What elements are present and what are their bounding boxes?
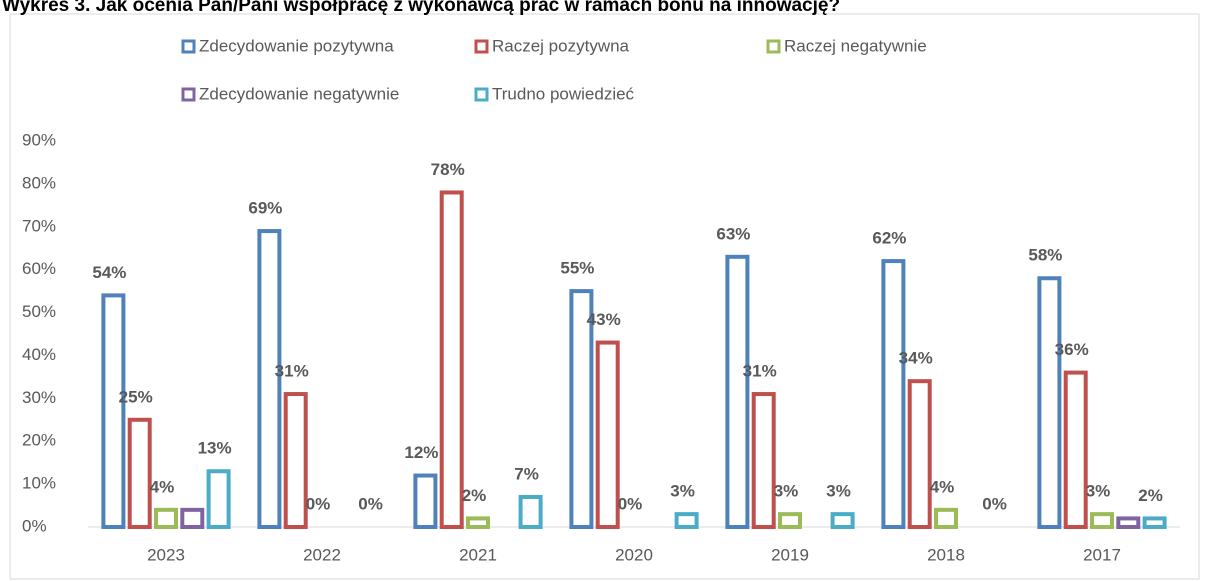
data-label: 0% — [618, 494, 643, 513]
y-tick-label: 80% — [22, 173, 56, 192]
legend-label: Trudno powiedzieć — [492, 84, 635, 103]
y-tick-label: 50% — [22, 302, 56, 321]
bar — [101, 293, 126, 529]
data-label: 78% — [431, 160, 465, 179]
bar — [257, 229, 282, 529]
data-label: 0% — [982, 494, 1007, 513]
bar — [830, 512, 855, 530]
x-tick-label: 2017 — [1083, 545, 1121, 564]
data-label: 0% — [306, 494, 331, 513]
x-tick-label: 2020 — [615, 545, 653, 564]
bar — [413, 473, 438, 529]
data-label: 4% — [930, 477, 955, 496]
data-label: 3% — [670, 482, 695, 501]
chart-title: Wykres 3. Jak ocenia Pan/Pani współpracę… — [2, 0, 840, 16]
y-tick-label: 60% — [22, 259, 56, 278]
y-tick-label: 70% — [22, 216, 56, 235]
bar — [881, 259, 906, 529]
legend-label: Raczej pozytywna — [492, 36, 630, 55]
data-label: 34% — [899, 349, 933, 368]
data-label: 58% — [1028, 246, 1062, 265]
bar — [934, 507, 958, 530]
data-label: 55% — [560, 259, 594, 278]
bar — [283, 392, 308, 529]
bar — [1142, 516, 1167, 530]
bar — [595, 340, 620, 530]
data-label: 4% — [150, 477, 175, 496]
bar — [206, 469, 231, 529]
data-label: 2% — [462, 486, 487, 505]
data-label: 2% — [1138, 486, 1163, 505]
bar — [569, 289, 594, 529]
data-label: 13% — [198, 439, 232, 458]
x-tick-label: 2022 — [303, 545, 341, 564]
data-label: 12% — [404, 443, 438, 462]
bar — [439, 190, 464, 529]
bar — [154, 507, 178, 530]
legend-swatch — [474, 39, 489, 54]
data-label: 31% — [275, 362, 309, 381]
data-label: 69% — [248, 199, 282, 218]
legend-label: Zdecydowanie negatywnie — [199, 84, 399, 103]
bar — [1090, 512, 1114, 530]
x-tick-label: 2023 — [147, 545, 185, 564]
data-label: 25% — [119, 387, 153, 406]
data-label: 62% — [872, 229, 906, 248]
bar — [778, 512, 802, 530]
legend-label: Zdecydowanie pozytywna — [199, 36, 394, 55]
data-label: 3% — [1086, 482, 1111, 501]
y-tick-label: 0% — [22, 516, 47, 535]
x-tick-label: 2021 — [459, 545, 497, 564]
bar — [1063, 370, 1088, 529]
data-label: 7% — [514, 464, 539, 483]
x-tick-label: 2018 — [927, 545, 965, 564]
y-tick-label: 40% — [22, 345, 56, 364]
legend-swatch — [181, 39, 196, 54]
legend-label: Raczej negatywnie — [784, 36, 927, 55]
bar — [751, 392, 776, 529]
legend-swatch — [181, 87, 196, 102]
bar — [907, 379, 932, 529]
y-tick-label: 90% — [22, 130, 56, 149]
legend-swatch — [474, 87, 489, 102]
bar — [1116, 516, 1141, 530]
bar — [127, 417, 152, 529]
legend-swatch — [766, 39, 781, 54]
y-tick-label: 30% — [22, 388, 56, 407]
data-label: 3% — [774, 482, 799, 501]
data-label: 3% — [826, 482, 851, 501]
data-label: 31% — [743, 362, 777, 381]
bar — [725, 254, 750, 529]
bar — [674, 512, 699, 530]
y-tick-label: 10% — [22, 474, 56, 493]
data-label: 63% — [716, 224, 750, 243]
bar — [466, 516, 490, 530]
bar — [1037, 276, 1062, 529]
data-label: 0% — [358, 494, 383, 513]
y-tick-label: 20% — [22, 431, 56, 450]
bar — [518, 494, 543, 530]
data-label: 54% — [92, 263, 126, 282]
bar — [180, 507, 205, 530]
data-label: 43% — [587, 310, 621, 329]
x-tick-label: 2019 — [771, 545, 809, 564]
data-label: 36% — [1055, 340, 1089, 359]
